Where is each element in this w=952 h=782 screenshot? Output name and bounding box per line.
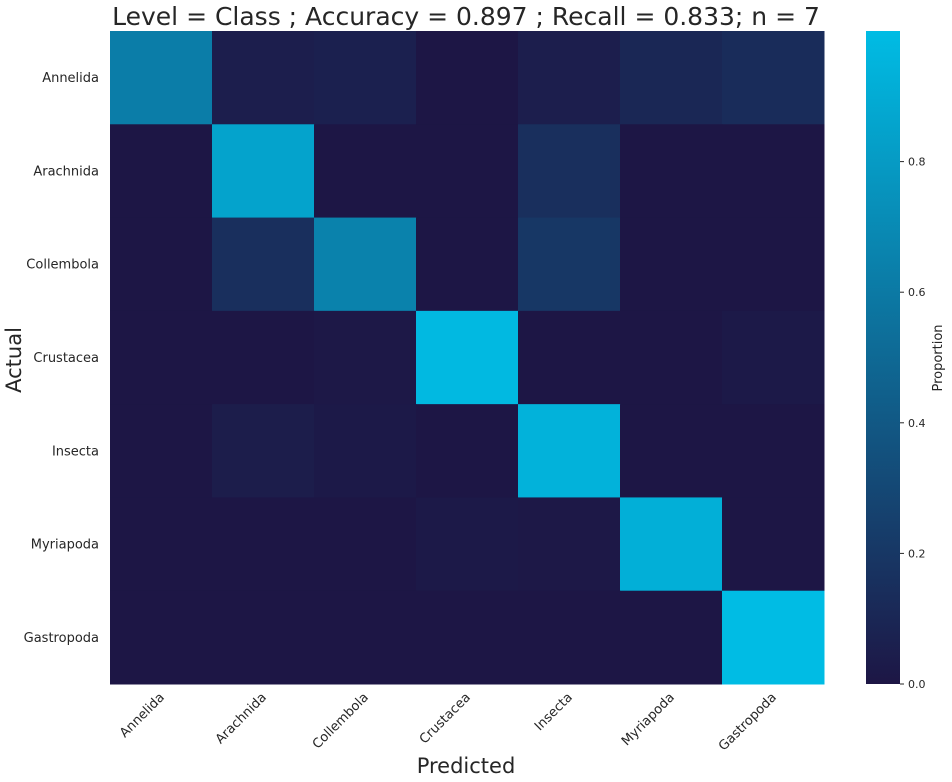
heatmap-cell <box>416 124 519 219</box>
y-tick-label: Myriapoda <box>31 538 99 553</box>
colorbar-label: Proportion <box>931 324 946 391</box>
heatmap-cell <box>416 590 519 685</box>
x-axis-label: Predicted <box>417 754 516 778</box>
heatmap-cell <box>620 217 723 312</box>
y-tick-labels: Annelida Arachnida Collembola Crustacea Inse… <box>24 71 99 646</box>
heatmap-cell <box>620 590 723 685</box>
y-tick-label: Arachnida <box>33 164 99 179</box>
heatmap-cell <box>110 497 213 592</box>
colorbar: 0.0 0.2 0.4 0.6 0.8 <box>866 31 926 691</box>
heatmap-cell <box>620 124 723 219</box>
heatmap-cell <box>314 497 417 592</box>
x-tick-label: Gastropoda <box>716 690 780 754</box>
y-tick-label: Gastropoda <box>24 631 99 646</box>
heatmap-cell <box>620 497 723 592</box>
heatmap-cell <box>314 124 417 219</box>
heatmap-cell <box>722 404 825 498</box>
chart-title: Level = Class ; Accuracy = 0.897 ; Recal… <box>112 2 820 31</box>
colorbar-gradient <box>866 31 900 684</box>
heatmap-cell <box>110 31 213 125</box>
heatmap-cell <box>212 404 315 498</box>
y-tick-label: Insecta <box>52 444 99 459</box>
heatmap-cell <box>620 310 723 405</box>
x-tick-label: Myriapoda <box>619 690 678 749</box>
colorbar-tick-label: 0.2 <box>908 547 926 560</box>
heatmap-cell <box>212 124 315 219</box>
heatmap-cell <box>620 404 723 498</box>
y-tick-label: Crustacea <box>33 351 99 366</box>
heatmap-cell <box>722 31 825 125</box>
colorbar-tick-label: 0.8 <box>908 156 926 169</box>
colorbar-tick-label: 0.6 <box>908 286 926 299</box>
heatmap-cell <box>314 31 417 125</box>
x-tick-label: Annelida <box>117 690 168 741</box>
y-axis-label: Actual <box>2 327 26 393</box>
heatmap-cell <box>722 217 825 312</box>
heatmap-cell <box>518 217 621 312</box>
heatmap-cell <box>314 404 417 498</box>
heatmap-cell <box>314 310 417 405</box>
heatmap-cell <box>110 590 213 685</box>
heatmap-cell <box>212 31 315 125</box>
heatmap-cell <box>722 590 825 685</box>
colorbar-tick-label: 0.4 <box>908 417 926 430</box>
y-tick-label: Annelida <box>42 71 99 86</box>
heatmap-cell <box>416 404 519 498</box>
heatmap-cell <box>110 310 213 405</box>
heatmap-cell <box>212 590 315 685</box>
heatmap-cell <box>212 497 315 592</box>
heatmap-cell <box>416 310 519 405</box>
colorbar-tick-label: 0.0 <box>908 678 926 691</box>
x-tick-label: Crustacea <box>417 690 474 747</box>
heatmap-cells <box>110 31 825 685</box>
heatmap-cell <box>416 217 519 312</box>
heatmap-cell <box>110 124 213 219</box>
heatmap-cell <box>110 404 213 498</box>
heatmap-cell <box>212 217 315 312</box>
heatmap-cell <box>518 590 621 685</box>
heatmap-cell <box>620 31 723 125</box>
heatmap-cell <box>416 497 519 592</box>
heatmap-cell <box>722 497 825 592</box>
heatmap-cell <box>518 404 621 498</box>
x-tick-labels: Annelida Arachnida Collembola Crustacea Inse… <box>117 690 780 754</box>
y-tick-label: Collembola <box>26 258 99 273</box>
heatmap-cell <box>314 217 417 312</box>
heatmap-cell <box>416 31 519 125</box>
heatmap-cell <box>518 310 621 405</box>
heatmap-cell <box>518 31 621 125</box>
heatmap-cell <box>110 217 213 312</box>
heatmap-cell <box>722 124 825 219</box>
x-tick-label: Collembola <box>310 690 372 752</box>
heatmap-cell <box>212 310 315 405</box>
heatmap-cell <box>722 310 825 405</box>
x-tick-label: Insecta <box>532 690 576 734</box>
x-tick-label: Arachnida <box>213 690 270 747</box>
heatmap-cell <box>518 497 621 592</box>
heatmap-cell <box>518 124 621 219</box>
heatmap-cell <box>314 590 417 685</box>
